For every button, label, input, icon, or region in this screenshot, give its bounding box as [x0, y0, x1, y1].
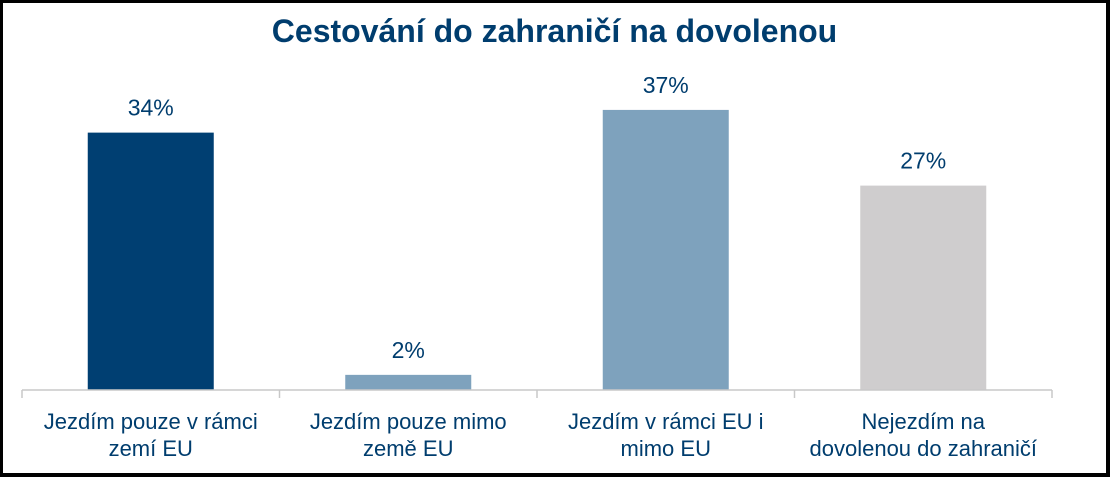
x-tick-label: Nejezdím na dovolenou do zahraničí — [810, 409, 1038, 461]
x-tick-label: Jezdím pouze mimo země EU — [310, 409, 507, 461]
x-tick-label: Jezdím v rámci EU i mimo EU — [568, 409, 764, 461]
labels-group: 34% Jezdím pouze v rámci zemí EU 2% Jezdím p… — [44, 72, 1037, 461]
x-tick-label-line: mimo EU — [621, 436, 711, 461]
data-label: 37% — [643, 72, 689, 98]
bar — [602, 109, 729, 390]
bar — [87, 132, 214, 390]
data-label: 27% — [900, 148, 946, 174]
x-tick-label-line: Jezdím pouze v rámci — [44, 409, 258, 434]
bars-group — [87, 109, 987, 390]
x-tick-label-line: země EU — [363, 436, 453, 461]
x-tick-label-line: Jezdím v rámci EU i — [568, 409, 764, 434]
x-tick-label-line: Jezdím pouze mimo — [310, 409, 507, 434]
data-label: 2% — [392, 337, 425, 363]
data-label: 34% — [128, 95, 174, 121]
x-tick-label-line: dovolenou do zahraničí — [810, 436, 1038, 461]
chart-title: Cestování do zahraničí na dovolenou — [271, 13, 838, 49]
x-axis — [21, 389, 1053, 398]
x-tick-label: Jezdím pouze v rámci zemí EU — [44, 409, 258, 461]
x-tick-label-line: Nejezdím na — [861, 409, 985, 434]
x-tick-label-line: zemí EU — [109, 436, 193, 461]
bar — [860, 185, 987, 390]
bar — [345, 374, 472, 390]
